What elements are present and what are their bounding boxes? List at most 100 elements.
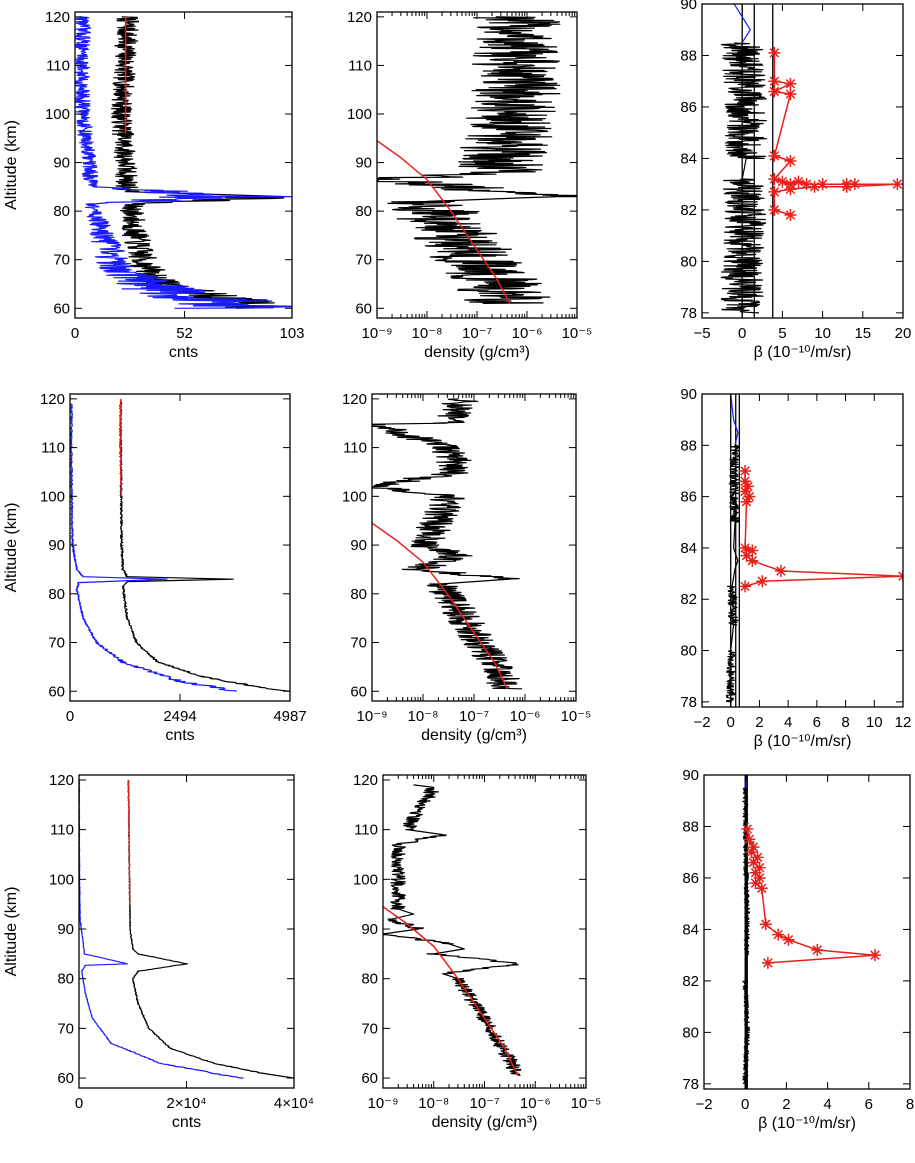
y-tick-label: 90	[57, 921, 74, 938]
x-tick-label: 10⁻⁵	[561, 708, 592, 725]
data-point-marker	[768, 149, 781, 162]
x-tick-label: 20	[895, 325, 912, 342]
x-tick-label: 12	[895, 714, 912, 731]
chart-panel-r2-beta: 78 80 82 84 86 88 90 −2 0 2 4 6 8 10 12 β (10⁻¹⁰/m/sr)	[680, 386, 911, 750]
x-tick-label: 10⁻⁸	[418, 1095, 449, 1112]
y-tick-label: 86	[680, 489, 697, 506]
y-tick-label: 70	[48, 635, 65, 652]
y-tick-label: 70	[57, 1020, 74, 1037]
y-tick-label: 90	[355, 155, 372, 172]
y-tick-label: 60	[53, 300, 70, 317]
data-point-marker	[739, 580, 752, 593]
data-point-marker	[784, 209, 797, 222]
data-point-marker	[792, 175, 805, 188]
y-tick-label: 100	[45, 106, 70, 123]
x-tick-label: 2	[755, 714, 763, 731]
x-axis-label: density (g/cm³)	[432, 1114, 538, 1131]
chart-panel-r2-density: 60 70 80 90 100 110 120 10⁻⁹ 10⁻⁸ 10⁻⁷ 10⁻⁶ 10⁻⁵ den…	[342, 391, 591, 744]
y-tick-label: 120	[347, 9, 372, 26]
chart-panel-r1-counts: 60 70 80 90 100 110 120 0 52 103 cnts Altitude (km)	[3, 9, 305, 361]
x-tick-label: 10⁻⁸	[412, 325, 443, 342]
chart-panel-r3-density: 60 70 80 90 100 110 120 10⁻⁹ 10⁻⁸ 10⁻⁷ 10⁻⁶ 10⁻⁵ den…	[353, 772, 601, 1131]
data-point-marker	[747, 841, 760, 854]
series-blue-line	[70, 403, 237, 692]
x-tick-label: 0	[66, 708, 74, 725]
x-axis-label: β (10⁻¹⁰/m/sr)	[758, 1115, 856, 1132]
y-tick-label: 90	[680, 0, 697, 13]
data-point-marker	[768, 185, 781, 198]
data-point-marker	[772, 928, 785, 941]
series-red-line	[372, 522, 508, 690]
y-tick-label: 80	[57, 971, 74, 988]
chart-panel-r2-counts: 60 70 80 90 100 110 120 0 2494 4987 cnts Altitude (…	[3, 391, 307, 744]
axes-frame	[703, 774, 911, 1090]
data-point-marker	[800, 178, 813, 191]
y-tick-label: 88	[680, 47, 697, 64]
x-tick-label: −2	[693, 714, 710, 731]
x-tick-label: 2×10⁴	[166, 1095, 206, 1112]
axes-frame	[701, 393, 904, 708]
data-point-marker	[868, 949, 881, 962]
plot-area	[741, 775, 881, 1089]
x-tick-label: 52	[176, 325, 193, 342]
x-tick-label: 0	[741, 1096, 749, 1113]
plot-area	[79, 779, 294, 1079]
x-tick-label: −5	[693, 325, 710, 342]
chart-panel-r3-counts: 60 70 80 90 100 110 120 0 2×10⁴ 4×10⁴ cnts Altitude…	[3, 772, 314, 1131]
y-tick-label: 70	[361, 1020, 378, 1037]
x-tick-label: 10⁻⁶	[512, 325, 543, 342]
series-black-line	[119, 401, 290, 692]
x-tick-label: 10⁻⁷	[469, 1095, 499, 1112]
y-tick-label: 120	[45, 9, 70, 26]
x-tick-label: 2494	[163, 708, 196, 725]
data-point-marker	[740, 549, 753, 562]
data-point-marker	[753, 861, 766, 874]
chart-panel-r1-density: 60 70 80 90 100 110 120 10⁻⁹ 10⁻⁸ 10⁻⁷ 10⁻⁶ 10⁻⁵ den…	[347, 9, 592, 361]
y-tick-label: 120	[342, 391, 367, 408]
x-tick-label: 10⁻⁹	[356, 708, 387, 725]
data-point-marker	[741, 480, 754, 493]
x-tick-label: 4	[784, 714, 792, 731]
series-red-line	[119, 398, 123, 497]
data-point-marker	[751, 851, 764, 864]
x-tick-label: 0	[71, 325, 79, 342]
data-point-marker	[739, 541, 752, 554]
y-tick-label: 80	[361, 971, 378, 988]
data-point-marker	[741, 823, 754, 836]
y-tick-label: 100	[49, 871, 74, 888]
y-tick-label: 120	[40, 391, 65, 408]
data-point-marker	[768, 173, 781, 186]
data-point-marker	[755, 882, 768, 895]
data-point-marker	[768, 75, 781, 88]
x-axis-label: density (g/cm³)	[421, 727, 527, 744]
series-black-line	[383, 784, 522, 1077]
y-tick-label: 84	[682, 921, 699, 938]
y-tick-label: 60	[350, 683, 367, 700]
data-point-marker	[768, 46, 781, 59]
y-axis-label: Altitude (km)	[3, 503, 20, 593]
y-tick-label: 80	[682, 1024, 699, 1041]
y-tick-label: 60	[355, 300, 372, 317]
y-tick-label: 100	[353, 871, 378, 888]
axes-frame	[701, 3, 904, 319]
y-tick-label: 80	[350, 586, 367, 603]
y-tick-label: 88	[680, 437, 697, 454]
x-tick-label: 4×10⁴	[274, 1095, 314, 1112]
data-point-marker	[743, 490, 756, 503]
y-tick-label: 80	[48, 586, 65, 603]
series-black-line	[377, 16, 577, 304]
y-tick-label: 78	[682, 1076, 699, 1093]
plot-area	[372, 398, 523, 690]
y-tick-label: 88	[682, 818, 699, 835]
y-tick-label: 90	[361, 921, 378, 938]
y-tick-label: 80	[53, 203, 70, 220]
data-point-marker	[784, 155, 797, 167]
axes-frame	[69, 393, 291, 702]
x-axis-label: cnts	[169, 344, 198, 361]
data-point-marker	[746, 544, 759, 557]
x-tick-label: 10⁻⁷	[459, 708, 489, 725]
plot-area	[725, 394, 903, 707]
y-tick-label: 82	[682, 973, 699, 990]
series-blue-line	[75, 16, 292, 309]
series-black-line	[725, 444, 740, 703]
